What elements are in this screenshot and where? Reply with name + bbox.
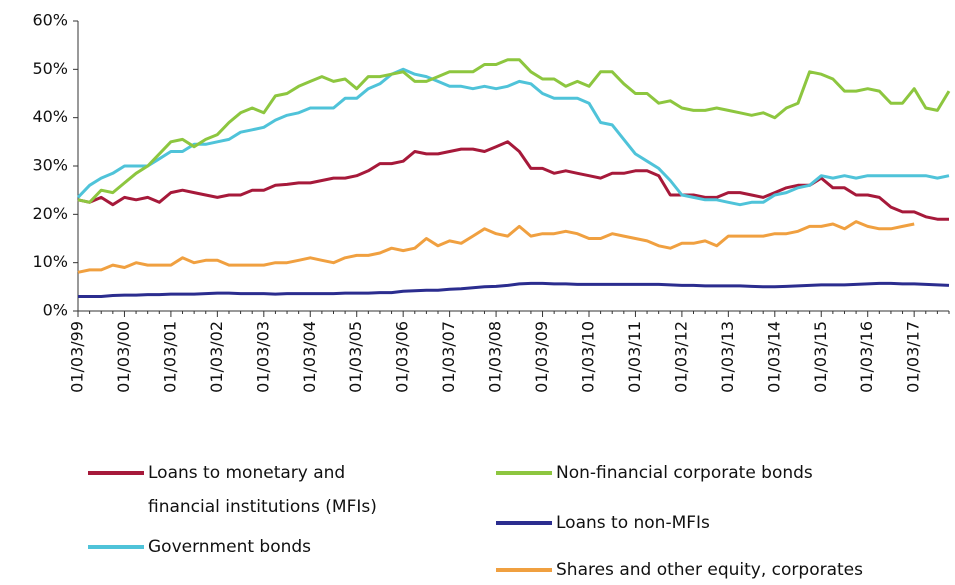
series-line xyxy=(76,67,950,207)
x-tick-label: 01/03/10 xyxy=(578,321,597,393)
y-tick-label: 30% xyxy=(32,156,68,175)
x-tick-label: 01/03/15 xyxy=(811,321,830,393)
y-tick-label: 10% xyxy=(32,252,68,271)
series-line xyxy=(78,281,950,298)
x-tick-label: 01/03/02 xyxy=(207,321,226,393)
series-line xyxy=(77,58,951,204)
y-tick-label: 40% xyxy=(32,107,68,126)
legend-swatch xyxy=(496,568,552,572)
x-tick-label: 01/03/14 xyxy=(764,321,783,393)
x-tick-label: 01/03/16 xyxy=(857,321,876,393)
y-tick-label: 0% xyxy=(43,301,68,320)
legend-swatch xyxy=(496,471,552,475)
x-tick-label: 01/03/00 xyxy=(114,321,133,393)
legend-swatch xyxy=(88,545,144,549)
legend-label: Government bonds xyxy=(148,537,312,557)
legend-label: Loans to monetary and financial institut… xyxy=(148,463,377,517)
legend-label: Non-financial corporate bonds xyxy=(556,463,813,483)
legend-label: Shares and other equity, corporates xyxy=(556,560,863,580)
y-tick-label: 50% xyxy=(32,59,68,78)
x-tick-label: 01/03/04 xyxy=(300,321,319,393)
x-tick-label: 01/03/17 xyxy=(904,321,923,393)
x-tick-label: 01/03/03 xyxy=(253,321,272,393)
x-tick-label: 01/03/06 xyxy=(393,321,412,393)
x-tick-label: 01/03/08 xyxy=(486,321,505,393)
x-tick-label: 01/03/01 xyxy=(160,321,179,393)
x-tick-label: 01/03/13 xyxy=(718,321,737,393)
x-tick-label: 01/03/09 xyxy=(532,321,551,393)
series-line xyxy=(77,140,949,221)
x-tick-label: 01/03/12 xyxy=(671,321,690,393)
x-tick-label: 01/03/05 xyxy=(346,321,365,393)
x-tick-label: 01/03/07 xyxy=(439,321,458,393)
y-tick-label: 60% xyxy=(32,11,68,30)
y-tick-label: 20% xyxy=(32,204,68,223)
x-tick-label: 01/03/99 xyxy=(68,321,87,393)
legend-swatch xyxy=(88,471,144,475)
legend-swatch xyxy=(496,521,552,525)
series-line xyxy=(77,220,915,274)
legend-label: Loans to non-MFIs xyxy=(556,513,710,533)
x-tick-label: 01/03/11 xyxy=(625,321,644,393)
